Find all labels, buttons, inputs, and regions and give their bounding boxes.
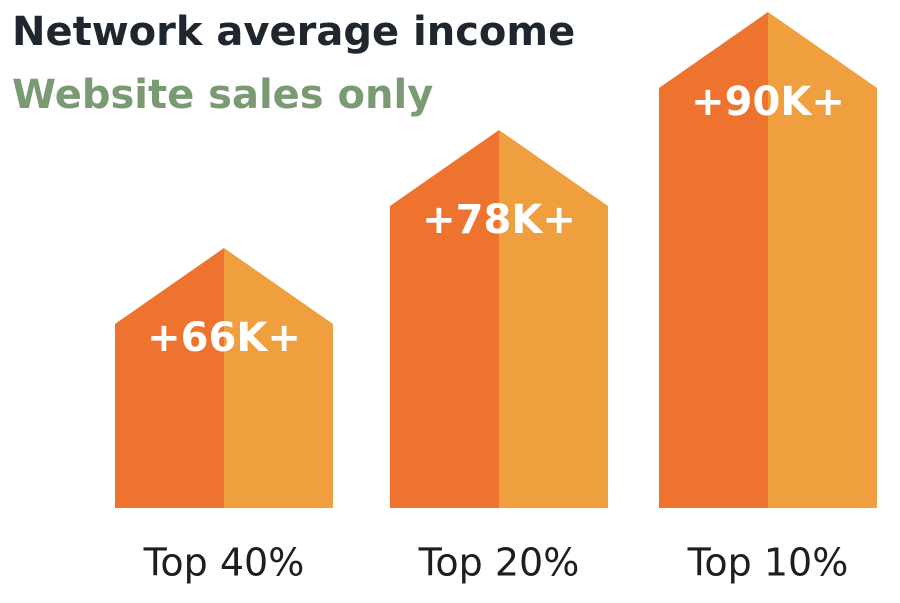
value-label: +66K+ <box>147 315 301 361</box>
bar-right-half <box>768 12 877 508</box>
value-label: +78K+ <box>422 197 576 243</box>
chart-subtitle: Website sales only <box>12 72 433 118</box>
bar-right-half <box>224 248 333 508</box>
bar-left-half <box>659 12 768 508</box>
category-label: Top 40% <box>143 541 305 585</box>
category-label: Top 10% <box>687 541 849 585</box>
bar-right-half <box>499 130 608 508</box>
bar-left-half <box>390 130 499 508</box>
chart-title: Network average income <box>12 9 575 55</box>
category-label: Top 20% <box>418 541 580 585</box>
bar-left-half <box>115 248 224 508</box>
bar <box>115 248 333 508</box>
bar <box>390 130 608 508</box>
value-label: +90K+ <box>691 79 845 125</box>
bar <box>659 12 877 508</box>
